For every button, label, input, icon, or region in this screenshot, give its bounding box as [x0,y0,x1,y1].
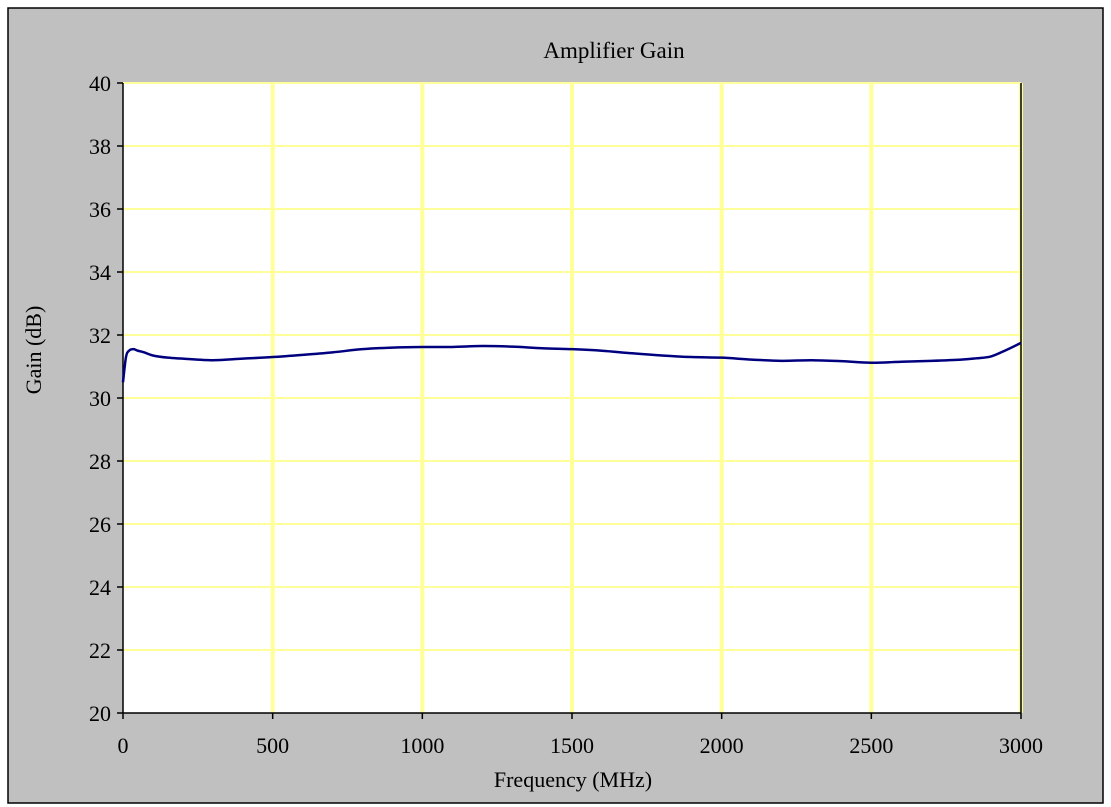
y-tick-label-5: 30 [89,386,111,411]
x-tick-label-1: 500 [256,733,289,758]
x-tick-label-3: 1500 [550,733,594,758]
x-axis-title: Frequency (MHz) [494,767,652,792]
tick-labels: 20 22 24 26 28 30 32 34 36 38 40 0 500 1000 1500 2000 25… [89,71,1043,758]
series-layer [121,341,1022,383]
chart-title: Amplifier Gain [543,38,685,63]
y-tick-label-6: 32 [89,323,111,348]
series-line-0 [121,341,1022,383]
y-tick-label-0: 20 [89,701,111,726]
y-tick-label-10: 40 [89,71,111,96]
y-tick-label-3: 26 [89,512,111,537]
x-tick-label-5: 2500 [849,733,893,758]
axes [117,82,1022,719]
y-tick-label-7: 34 [89,260,111,285]
y-tick-label-2: 24 [89,575,111,600]
x-tick-label-6: 3000 [999,733,1043,758]
x-tick-label-4: 2000 [700,733,744,758]
y-tick-label-1: 22 [89,638,111,663]
x-tick-label-0: 0 [118,733,129,758]
y-axis-title: Gain (dB) [21,306,46,395]
y-tick-label-9: 38 [89,134,111,159]
x-tick-label-2: 1000 [400,733,444,758]
y-tick-label-8: 36 [89,197,111,222]
y-tick-label-4: 28 [89,449,111,474]
